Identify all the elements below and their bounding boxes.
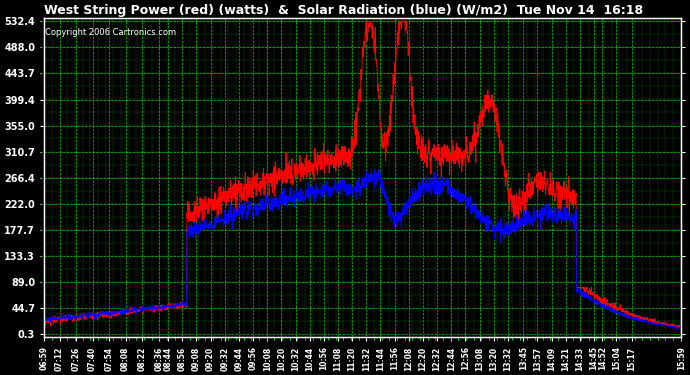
Text: Copyright 2006 Cartronics.com: Copyright 2006 Cartronics.com (45, 28, 176, 37)
Text: West String Power (red) (watts)  &  Solar Radiation (blue) (W/m2)  Tue Nov 14  1: West String Power (red) (watts) & Solar … (44, 4, 643, 17)
